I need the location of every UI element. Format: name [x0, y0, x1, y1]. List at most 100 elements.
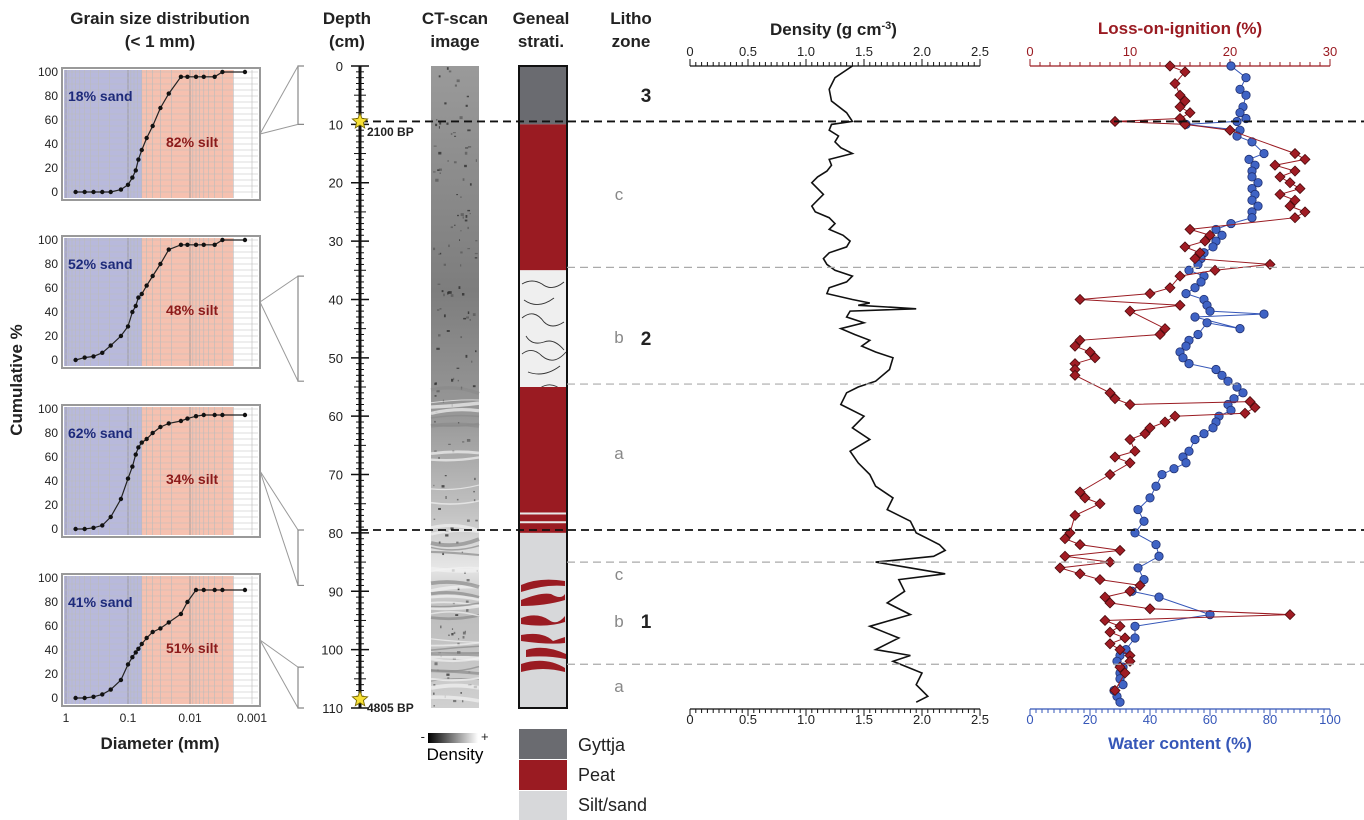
grain-point — [139, 147, 144, 153]
density-axes: 0 0.5 1.0 1.5 2.0 2.5 0 0.5 1.0 1.5 2.0 2.5 — [686, 44, 989, 727]
legend-gyttja-swatch — [519, 729, 567, 759]
loi-point — [1184, 107, 1196, 119]
ct-speck — [439, 308, 442, 310]
loi-water-axes: 0 10 20 30 0 20 40 60 80 100 — [1026, 44, 1340, 727]
legend-siltsand-label: Silt/sand — [578, 795, 647, 815]
ct-speck — [450, 527, 454, 530]
ct-speck — [472, 313, 476, 316]
ct-plus: + — [481, 729, 489, 744]
loi-point — [1104, 387, 1116, 399]
ct-speck — [466, 608, 469, 612]
grain-point — [125, 662, 131, 667]
litho-zone-1: 1 — [641, 612, 652, 633]
ct-band — [430, 604, 480, 611]
ct-speck — [466, 316, 469, 319]
water-point — [1139, 516, 1149, 526]
loi-point — [1119, 667, 1131, 679]
water-point — [1154, 592, 1164, 602]
silt-label: 82% silt — [166, 134, 218, 150]
grain-xtick-label: 1 — [63, 711, 70, 725]
ct-speck — [461, 699, 464, 703]
ct-speck — [452, 132, 456, 134]
grain-point — [185, 242, 190, 247]
ct-speck — [444, 102, 447, 105]
water-point — [1244, 154, 1254, 164]
ct-speck — [448, 634, 450, 637]
grain-point — [130, 464, 135, 469]
depth-bracket — [297, 65, 304, 125]
depth-tick-label: 50 — [329, 351, 343, 366]
grain-point — [178, 418, 184, 424]
lamination-line — [521, 313, 565, 327]
loi-point — [1119, 632, 1131, 644]
water-point — [1208, 242, 1218, 252]
litho-subzone-2a: a — [614, 444, 624, 463]
sand-label: 52% sand — [68, 256, 133, 272]
grain-point — [242, 587, 248, 593]
geneal-title-line1: Geneal — [513, 9, 570, 28]
density-tick-label: 0 — [686, 712, 693, 727]
ct-speck — [462, 216, 464, 219]
ct-speck — [440, 625, 442, 629]
density-tick-label: 2.5 — [971, 44, 989, 59]
water-point — [1247, 195, 1257, 205]
ct-speck — [441, 290, 444, 293]
grain-point — [73, 189, 78, 195]
loi-point — [1174, 101, 1186, 113]
silt-label: 51% silt — [166, 640, 218, 656]
grain-point — [139, 440, 144, 445]
age-label-4805: 4805 BP — [367, 701, 414, 715]
loi-point — [1074, 334, 1086, 346]
ct-title-line2: image — [430, 32, 479, 51]
loi-point — [1109, 451, 1121, 463]
loi-point — [1179, 95, 1191, 107]
ct-speck — [441, 485, 445, 488]
ct-band — [430, 484, 480, 491]
loi-point — [1069, 340, 1081, 352]
grain-ylabel: Cumulative % — [7, 324, 26, 435]
litho-subzone-3c: c — [615, 185, 624, 204]
grain-point — [193, 414, 199, 419]
depth-axis: 0 10 20 30 40 50 60 70 80 90 100 110 — [321, 59, 369, 716]
legend-peat-swatch — [519, 760, 567, 790]
water-point — [1235, 108, 1245, 118]
loi-point — [1084, 346, 1096, 358]
ct-speck — [464, 164, 467, 168]
ct-speck — [465, 354, 468, 358]
ct-minus: - — [421, 729, 425, 744]
ct-speck — [434, 395, 437, 397]
grain-point — [144, 283, 149, 288]
loi-point — [1074, 293, 1086, 306]
grain-point — [166, 620, 171, 625]
ct-band — [430, 638, 480, 643]
ct-speck — [436, 390, 440, 393]
loi-point — [1269, 159, 1281, 171]
ct-band — [430, 611, 480, 617]
grain-panel-2: 0 20 40 60 80 100 52% sand 48% silt — [38, 233, 261, 369]
loi-point — [1249, 401, 1261, 413]
ct-band — [430, 566, 480, 573]
depth-tick-label: 20 — [329, 176, 343, 191]
grain-point — [139, 291, 144, 297]
loi-point — [1099, 591, 1111, 603]
ct-speck — [460, 230, 462, 232]
grain-ytick-label: 60 — [45, 281, 59, 295]
loi-point — [1274, 171, 1286, 183]
density-tick-label: 1.5 — [855, 712, 873, 727]
ct-speck — [447, 677, 450, 680]
depth-title-line2: (cm) — [329, 32, 365, 51]
genealogical-stratigraphy — [518, 65, 568, 709]
water-point — [1223, 376, 1233, 386]
grain-point — [125, 324, 131, 329]
loi-point — [1104, 638, 1116, 650]
grain-point — [166, 91, 171, 96]
litho-subzone-1a: a — [614, 677, 624, 696]
density-tick-label: 0.5 — [739, 44, 757, 59]
grain-curve — [75, 414, 245, 530]
grain-xtick-label: 0.001 — [237, 711, 267, 725]
water-point — [1232, 382, 1242, 392]
grain-ytick-label: 60 — [45, 113, 59, 127]
loi-point — [1079, 492, 1091, 504]
grain-ytick-label: 20 — [45, 161, 59, 175]
